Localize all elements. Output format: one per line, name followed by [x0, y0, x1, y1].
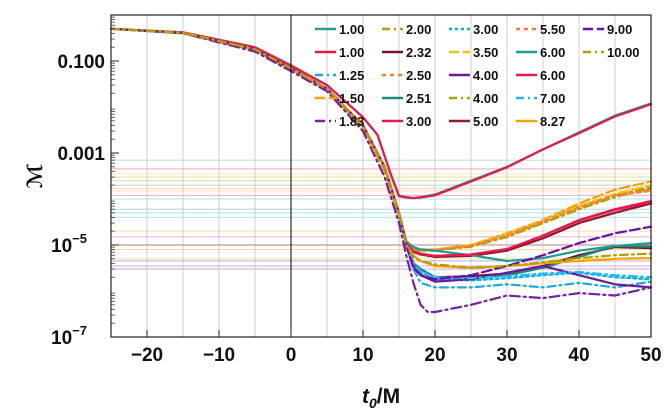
- series-line-1: [109, 27, 653, 200]
- legend-label-2: 1.00: [339, 45, 364, 60]
- y-tick-label: 10−7: [51, 323, 87, 349]
- x-axis-title-main: t: [362, 385, 370, 408]
- x-tick-label: 10: [352, 345, 373, 366]
- legend-label-19: 7.00: [540, 91, 565, 106]
- legend-label-11: 3.00: [473, 22, 498, 37]
- legend-label-14: 4.00: [473, 91, 498, 106]
- axis-ticks: −20 −10 0 10 20 30 40 50 0.100 0.001 10−5 10−7: [51, 16, 662, 366]
- legend-label-15: 5.00: [473, 114, 498, 129]
- y-tick-label: 10−5: [51, 231, 87, 257]
- legend-label-20: 8.27: [540, 114, 565, 129]
- legend-label-9: 2.51: [406, 91, 431, 106]
- y-axis-title: ℳ: [24, 163, 47, 188]
- legend-label-3: 1.25: [339, 68, 364, 83]
- x-tick-label: 50: [640, 345, 661, 366]
- legend-label-10: 3.00: [406, 114, 431, 129]
- legend-label-16: 5.50: [540, 22, 565, 37]
- series-line-5: [109, 27, 653, 314]
- legend-label-6: 2.00: [406, 22, 431, 37]
- x-axis-title-subscript: 0: [369, 395, 377, 411]
- series-line-22: [109, 27, 653, 269]
- x-tick-label: −10: [203, 345, 235, 366]
- series-line-16: [109, 27, 653, 252]
- x-tick-label: 0: [286, 345, 297, 366]
- vertical-grid: [110, 15, 652, 337]
- x-axis-title: t0/M: [362, 385, 400, 411]
- series-line-7: [109, 27, 653, 279]
- legend-label-13: 4.00: [473, 68, 498, 83]
- series-line-11: [109, 27, 653, 282]
- series-line-9: [109, 27, 653, 280]
- legend: 1.00 1.00 1.25 1.50 1.83 2.00 2.32 2.50 2.51 3.00…: [315, 22, 640, 129]
- x-tick-label: −20: [131, 345, 163, 366]
- legend-label-12: 3.50: [473, 45, 498, 60]
- legend-label-17: 6.00: [540, 45, 565, 60]
- plot-frame: [110, 14, 652, 338]
- legend-label-1: 1.00: [339, 22, 364, 37]
- y-tick-label: 0.001: [57, 144, 105, 165]
- y-tick-label: 0.100: [57, 52, 105, 73]
- x-axis-title-rest: /M: [377, 385, 400, 408]
- legend-label-7: 2.32: [406, 45, 431, 60]
- x-tick-label: 30: [496, 345, 517, 366]
- x-tick-label: 20: [424, 345, 445, 366]
- series-line-8: [109, 27, 653, 251]
- legend-label-4: 1.50: [339, 91, 364, 106]
- x-tick-label: 40: [568, 345, 589, 366]
- series-lines: [109, 27, 653, 314]
- legend-label-21: 9.00: [607, 22, 632, 37]
- legend-label-5: 1.83: [339, 114, 364, 129]
- legend-label-22: 10.00: [607, 45, 640, 60]
- legend-label-8: 2.50: [406, 68, 431, 83]
- series-line-2: [109, 27, 653, 200]
- legend-label-18: 6.00: [540, 68, 565, 83]
- series-line-12: [109, 27, 653, 251]
- series-line-19: [109, 27, 653, 280]
- series-line-21: [109, 27, 653, 281]
